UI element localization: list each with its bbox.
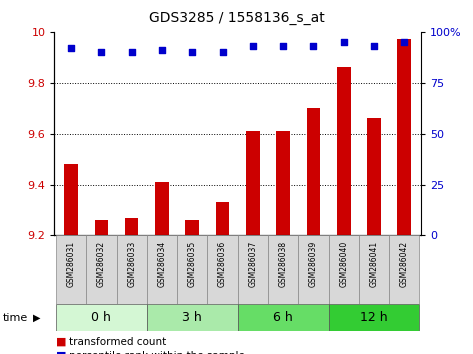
Text: GDS3285 / 1558136_s_at: GDS3285 / 1558136_s_at — [149, 11, 324, 25]
Text: time: time — [2, 313, 27, 323]
Point — [310, 43, 317, 49]
Text: GSM286031: GSM286031 — [67, 241, 76, 287]
Text: 0 h: 0 h — [91, 311, 111, 324]
Text: ▶: ▶ — [33, 313, 40, 323]
Bar — [307, 108, 320, 235]
Text: 3 h: 3 h — [183, 311, 202, 324]
FancyBboxPatch shape — [147, 304, 237, 331]
Point — [188, 50, 196, 55]
Bar — [216, 202, 229, 235]
Bar — [367, 118, 381, 235]
Text: 6 h: 6 h — [273, 311, 293, 324]
FancyBboxPatch shape — [116, 235, 147, 304]
Text: GSM286040: GSM286040 — [339, 241, 348, 287]
Text: 12 h: 12 h — [360, 311, 388, 324]
Point — [401, 39, 408, 45]
Bar — [125, 218, 139, 235]
Bar — [95, 220, 108, 235]
FancyBboxPatch shape — [56, 235, 86, 304]
Text: transformed count: transformed count — [69, 337, 166, 347]
FancyBboxPatch shape — [147, 235, 177, 304]
FancyBboxPatch shape — [329, 235, 359, 304]
Text: GSM286034: GSM286034 — [158, 241, 166, 287]
Bar — [185, 220, 199, 235]
Text: ■: ■ — [56, 351, 66, 354]
Bar — [246, 131, 260, 235]
Text: GSM286033: GSM286033 — [127, 241, 136, 287]
Point — [67, 45, 75, 51]
Point — [158, 47, 166, 53]
Point — [340, 39, 348, 45]
FancyBboxPatch shape — [86, 235, 116, 304]
Text: percentile rank within the sample: percentile rank within the sample — [69, 351, 245, 354]
Text: GSM286032: GSM286032 — [97, 241, 106, 287]
Point — [97, 50, 105, 55]
Text: GSM286037: GSM286037 — [248, 241, 257, 287]
Text: ■: ■ — [56, 337, 66, 347]
Bar — [337, 68, 350, 235]
FancyBboxPatch shape — [177, 235, 207, 304]
Text: GSM286041: GSM286041 — [369, 241, 378, 287]
Bar — [64, 164, 78, 235]
Text: GSM286039: GSM286039 — [309, 241, 318, 287]
FancyBboxPatch shape — [389, 235, 420, 304]
FancyBboxPatch shape — [298, 235, 329, 304]
Bar — [397, 40, 411, 235]
FancyBboxPatch shape — [237, 304, 329, 331]
Text: GSM286042: GSM286042 — [400, 241, 409, 287]
FancyBboxPatch shape — [268, 235, 298, 304]
FancyBboxPatch shape — [329, 304, 420, 331]
Point — [280, 43, 287, 49]
FancyBboxPatch shape — [56, 304, 147, 331]
Bar — [155, 182, 169, 235]
Text: GSM286035: GSM286035 — [188, 241, 197, 287]
Point — [370, 43, 378, 49]
Point — [128, 50, 135, 55]
FancyBboxPatch shape — [359, 235, 389, 304]
Text: GSM286038: GSM286038 — [279, 241, 288, 287]
FancyBboxPatch shape — [237, 235, 268, 304]
FancyBboxPatch shape — [207, 235, 237, 304]
Text: GSM286036: GSM286036 — [218, 241, 227, 287]
Point — [219, 50, 226, 55]
Bar — [276, 131, 290, 235]
Point — [249, 43, 257, 49]
